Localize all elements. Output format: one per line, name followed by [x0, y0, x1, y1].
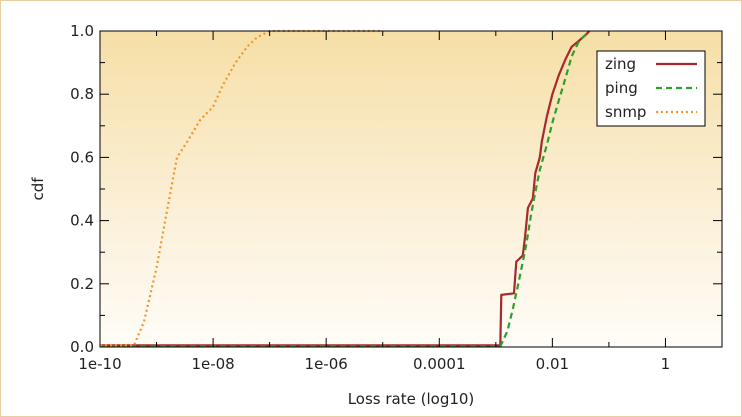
x-tick-label-4: 0.01	[536, 355, 569, 373]
x-tick-label-5: 1	[661, 355, 671, 373]
legend: zing ping snmp	[596, 50, 706, 127]
series-line-ping	[100, 30, 591, 348]
y-tick-label-5: 1.0	[70, 22, 94, 40]
y-tick-label-3: 0.6	[70, 148, 94, 166]
series-line-snmp	[100, 29, 383, 347]
axis-ticks: 1e-10 1e-08 1e-06 0.0001 0.01 1 0.0 0.2 0.4 0.6 0.…	[70, 22, 722, 373]
y-tick-label-1: 0.2	[70, 275, 94, 293]
legend-label-ping: ping	[605, 79, 638, 97]
y-axis-label: cdf	[29, 177, 47, 201]
series-layer	[100, 29, 591, 348]
x-axis-label: Loss rate (log10)	[348, 390, 475, 408]
x-tick-label-3: 0.0001	[413, 355, 466, 373]
y-tick-label-2: 0.4	[70, 212, 94, 230]
plot-border	[99, 30, 723, 348]
y-tick-label-4: 0.8	[70, 85, 94, 103]
legend-label-snmp: snmp	[605, 103, 646, 121]
x-tick-label-2: 1e-06	[305, 355, 348, 373]
legend-label-zing: zing	[605, 55, 636, 73]
x-tick-label-1: 1e-08	[191, 355, 234, 373]
y-tick-label-0: 0.0	[70, 338, 94, 356]
x-tick-label-0: 1e-10	[78, 355, 121, 373]
series-line-zing	[100, 30, 591, 347]
